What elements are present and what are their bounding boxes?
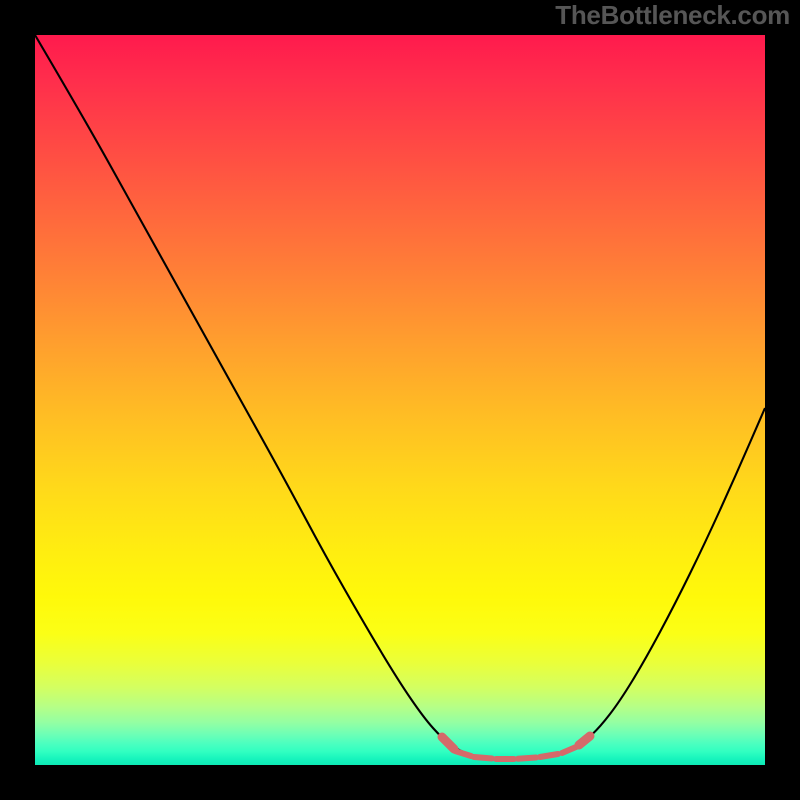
valley-dash (540, 754, 558, 757)
gradient-plot-area (35, 35, 765, 765)
watermark-text: TheBottleneck.com (555, 0, 790, 31)
bottleneck-curve-chart (0, 0, 800, 800)
valley-dash (474, 757, 492, 759)
valley-dash (518, 758, 536, 759)
chart-frame: TheBottleneck.com (0, 0, 800, 800)
